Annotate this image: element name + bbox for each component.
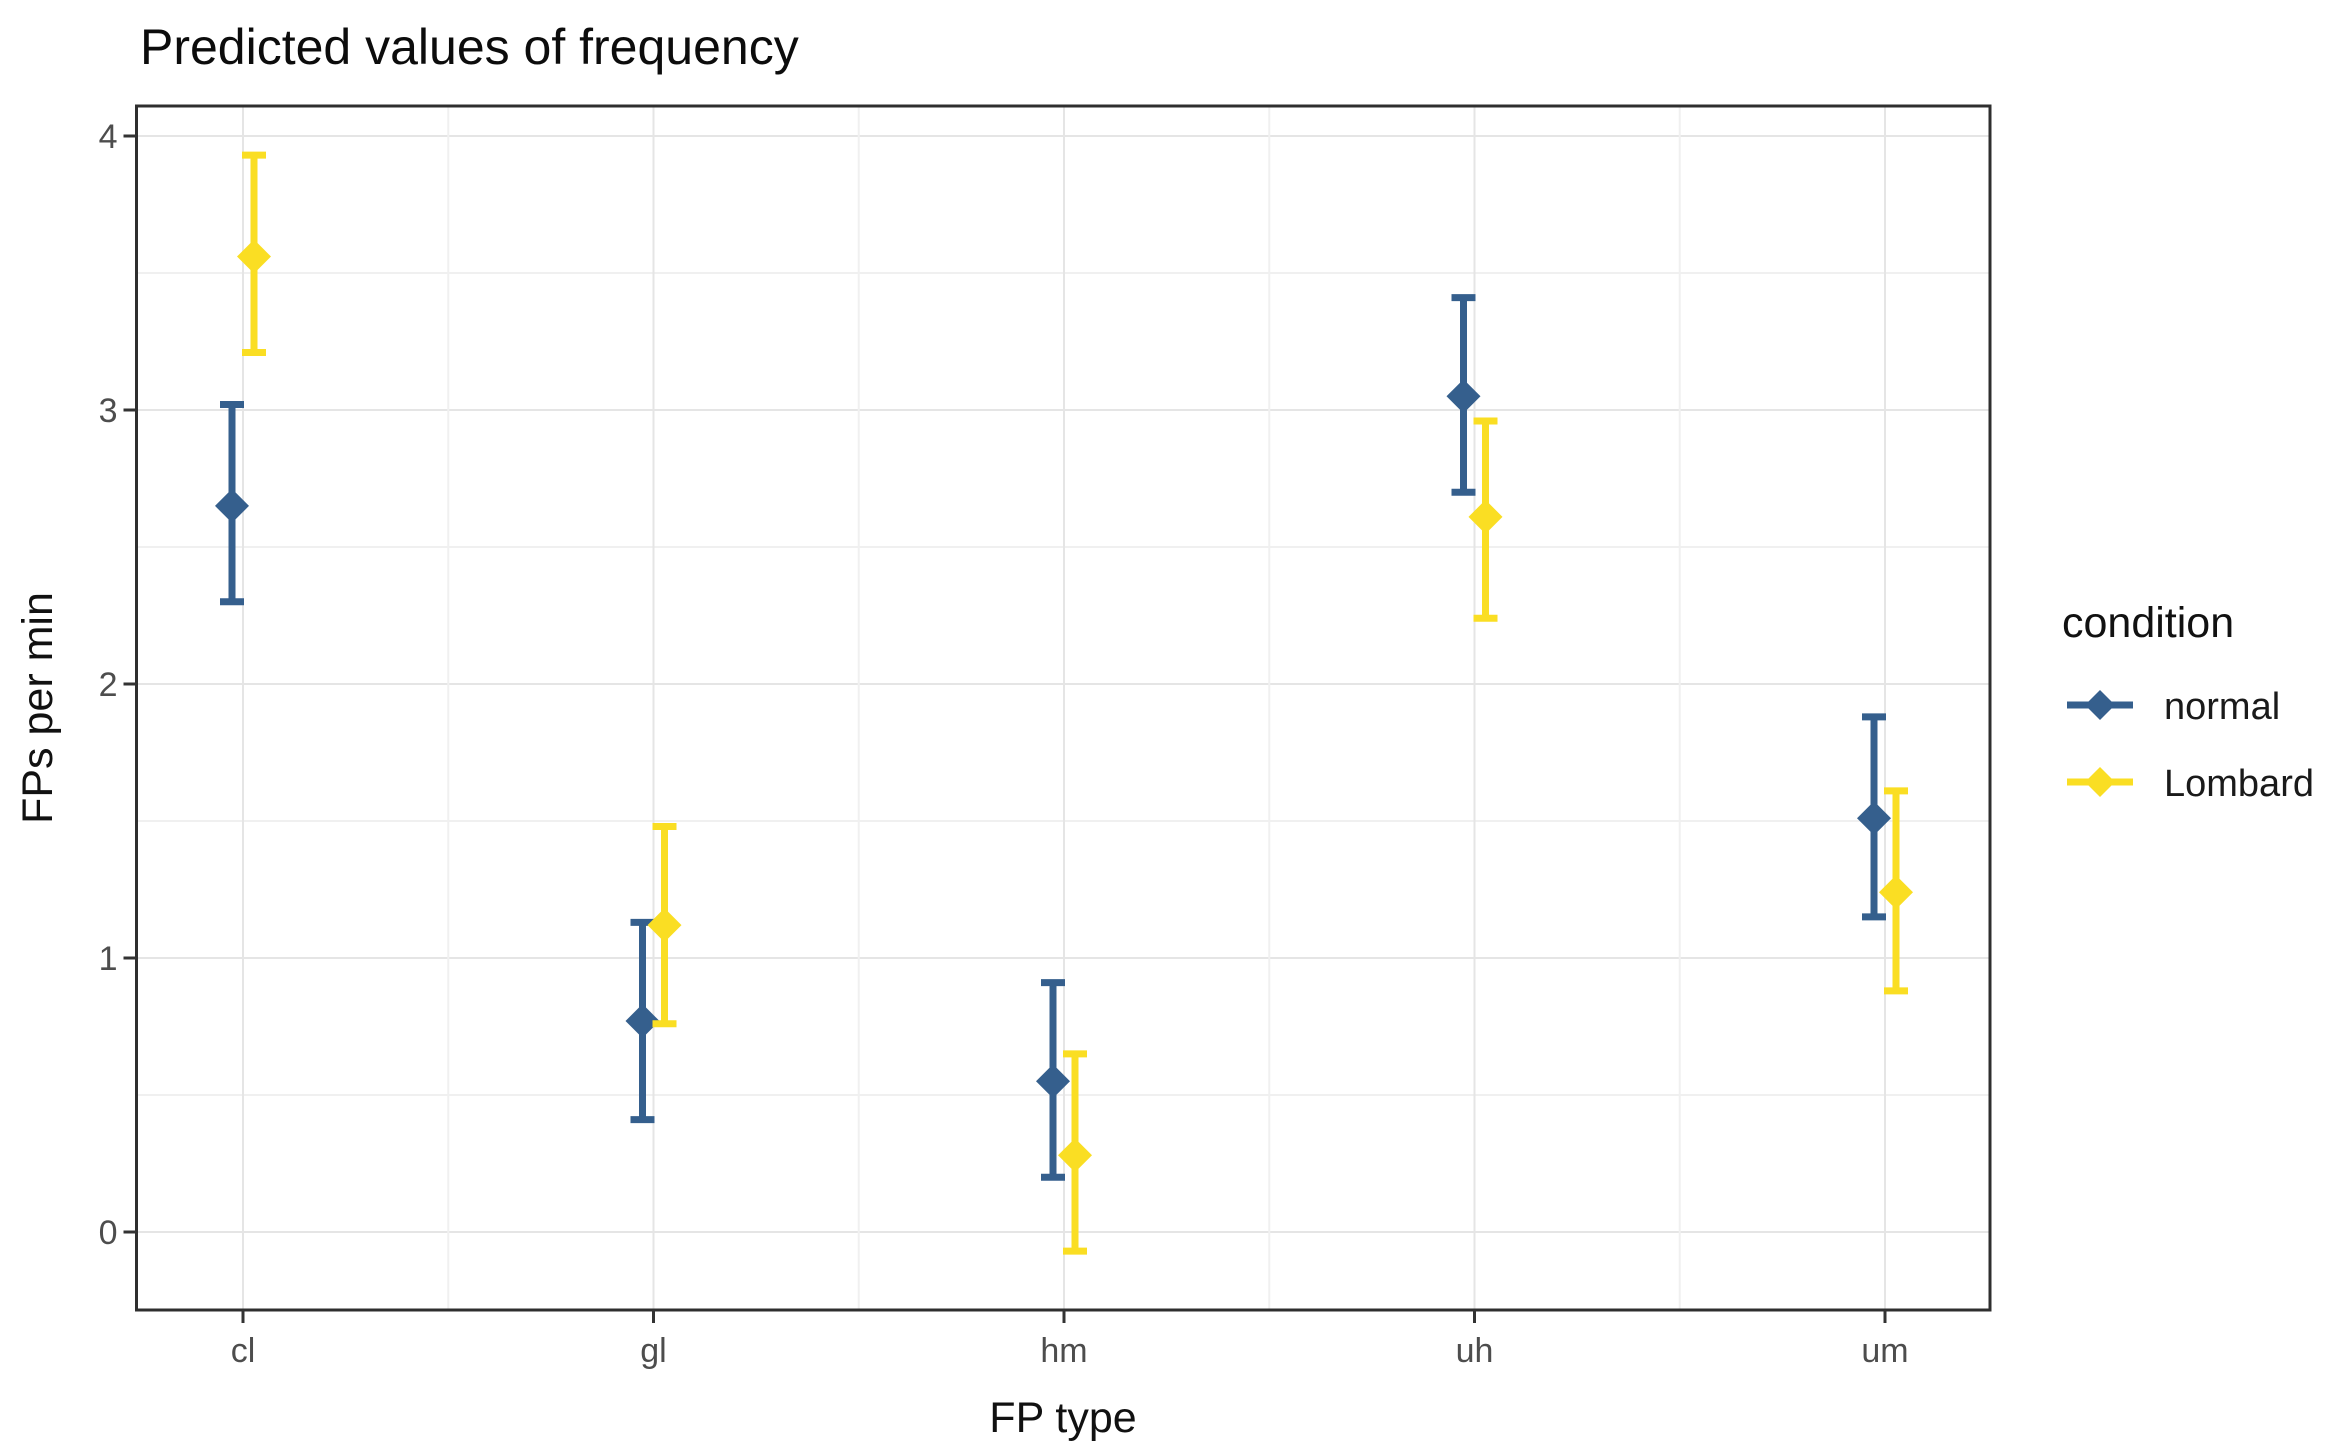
x-tick-label-um: um — [1861, 1332, 1908, 1370]
point-cl-Lombard — [237, 239, 271, 274]
gridlines — [136, 106, 1990, 1310]
y-tick-label-1: 1 — [99, 940, 118, 978]
y-tick-label-3: 3 — [99, 392, 118, 430]
x-tick-label-cl: cl — [231, 1332, 256, 1370]
y-axis-title: FPs per min — [14, 592, 62, 824]
legend-title: condition — [2062, 599, 2234, 647]
y-tick-label-4: 4 — [99, 118, 118, 156]
legend-label-normal: normal — [2164, 686, 2280, 728]
x-tick-label-uh: uh — [1456, 1332, 1494, 1370]
legend-key-marker-normal — [2085, 690, 2115, 720]
point-uh-normal — [1446, 379, 1481, 414]
point-gl-Lombard — [647, 908, 682, 943]
point-uh-Lombard — [1468, 499, 1503, 534]
chart-title: Predicted values of frequency — [140, 19, 799, 75]
point-cl-normal — [215, 488, 249, 523]
series-Lombard — [237, 151, 1913, 1255]
series-normal — [215, 294, 1891, 1181]
point-um-normal — [1857, 801, 1891, 836]
legend-key-marker-Lombard — [2085, 767, 2115, 797]
point-hm-Lombard — [1058, 1138, 1092, 1173]
x-tick-label-gl: gl — [640, 1332, 666, 1370]
legend-key-normal — [2067, 690, 2133, 720]
point-hm-normal — [1036, 1064, 1070, 1099]
data-points — [215, 151, 1913, 1255]
x-axis-title: FP type — [989, 1394, 1136, 1442]
point-gl-normal — [625, 1004, 660, 1039]
legend-label-lombard: Lombard — [2164, 763, 2314, 805]
x-tick-label-hm: hm — [1040, 1332, 1087, 1370]
y-tick-label-2: 2 — [99, 666, 118, 704]
axis-tick-labels: 0 1 2 3 4 cl gl hm uh um — [99, 118, 1909, 1370]
y-tick-label-0: 0 — [99, 1214, 118, 1252]
legend-key-Lombard — [2067, 767, 2133, 797]
point-um-Lombard — [1879, 875, 1913, 910]
legend-keys — [2067, 690, 2133, 797]
axis-ticks — [123, 134, 1887, 1323]
